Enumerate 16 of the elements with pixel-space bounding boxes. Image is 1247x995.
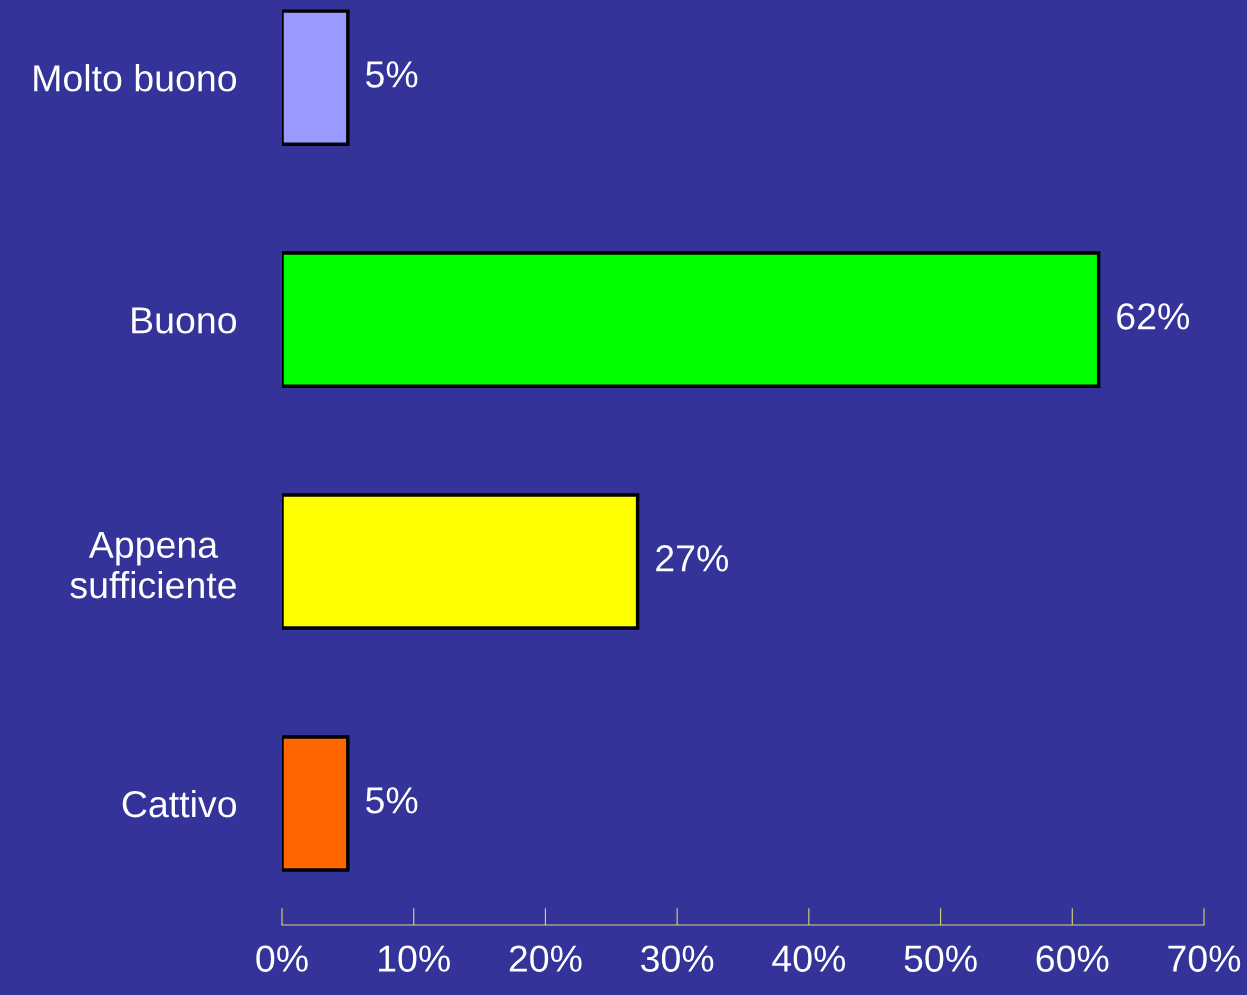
x-tick-label: 30% [641, 945, 714, 972]
x-tick-label: 70% [1168, 945, 1241, 972]
x-tick-label: 20% [509, 945, 582, 972]
y-tick-label: Appena sufficiente [70, 531, 236, 599]
y-tick-label: Molto buono [34, 64, 236, 92]
x-tick-label: 0% [256, 945, 308, 972]
data-label: 27% [656, 545, 729, 572]
x-tick-label: 40% [772, 945, 846, 972]
x-tick-label: 10% [379, 945, 450, 972]
x-tick-label: 50% [904, 945, 977, 972]
y-tick-label: Cattivo [122, 789, 236, 818]
x-tick-label: 60% [1036, 945, 1109, 972]
data-label: 5% [366, 787, 418, 814]
data-label: 5% [366, 61, 418, 88]
data-label: 62% [1117, 303, 1190, 330]
y-tick-label: Buono [132, 307, 236, 334]
